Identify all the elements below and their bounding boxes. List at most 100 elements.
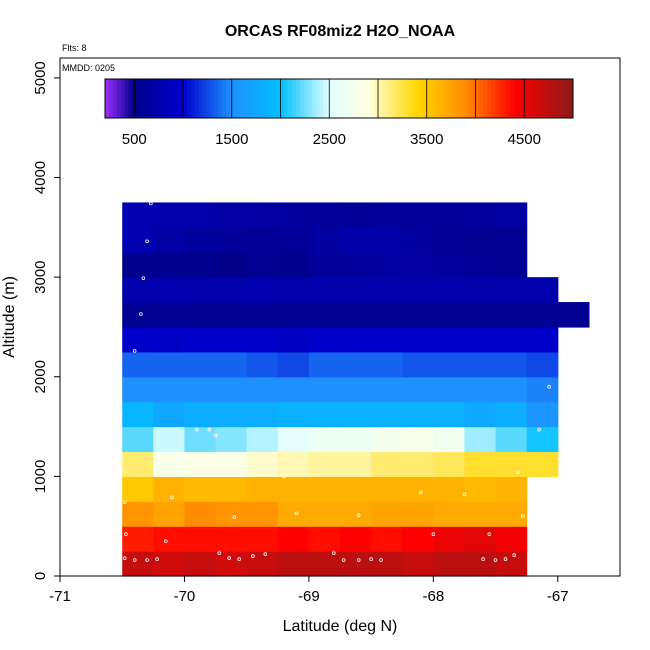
- colorbar-segment: [518, 79, 523, 118]
- sample-point: [493, 558, 498, 562]
- heatmap-cell: [433, 501, 466, 527]
- colorbar-segment: [366, 79, 371, 118]
- sample-point: [585, 207, 590, 212]
- heatmap-cell: [308, 202, 341, 228]
- heatmap-cell: [402, 351, 434, 378]
- heatmap-cell: [371, 551, 403, 577]
- heatmap-cell: [495, 451, 528, 477]
- heatmap-cell: [246, 451, 279, 477]
- heatmap-cell: [464, 302, 497, 328]
- heatmap-cell: [122, 401, 154, 428]
- colorbar-segment: [498, 79, 504, 118]
- colorbar-segment: [385, 79, 391, 118]
- heatmap-cell: [340, 526, 372, 552]
- sample-point: [141, 276, 146, 280]
- heatmap-cell: [246, 277, 279, 303]
- heatmap-cell: [495, 401, 528, 428]
- colorbar-segment: [214, 79, 219, 118]
- heatmap-cell: [277, 451, 310, 477]
- heatmap-cell: [433, 326, 466, 353]
- y-axis-label: Altitude (m): [1, 276, 18, 358]
- heatmap-cell: [184, 202, 217, 228]
- colorbar-segment: [105, 79, 110, 118]
- heatmap-cell: [277, 426, 310, 453]
- colorbar-segment: [339, 79, 344, 118]
- sample-point: [503, 557, 508, 561]
- colorbar-segment: [479, 79, 484, 118]
- heatmap-cell: [246, 476, 279, 502]
- sample-point: [331, 427, 336, 432]
- heatmap-cell: [308, 326, 341, 353]
- heatmap-cell: [277, 252, 310, 278]
- colorbar-segment: [303, 79, 309, 118]
- heatmap-cell: [526, 326, 559, 353]
- heatmap-cell: [526, 401, 559, 428]
- sample-point: [406, 428, 411, 433]
- colorbar-segment: [210, 79, 215, 118]
- heatmap-cell: [433, 252, 466, 278]
- colorbar-segment: [335, 79, 340, 118]
- colorbar-segment: [300, 79, 305, 118]
- heatmap-cell: [340, 376, 372, 403]
- colorbar-segment: [491, 79, 496, 118]
- y-tick-label: 4000: [32, 161, 49, 194]
- colorbar-segment: [108, 79, 114, 118]
- heatmap-cell: [246, 426, 279, 453]
- heatmap-cell: [122, 501, 154, 527]
- sample-point: [431, 532, 436, 536]
- heatmap-cell: [495, 476, 528, 502]
- colorbar-segment: [459, 79, 465, 118]
- heatmap-cell: [215, 476, 248, 502]
- heatmap-cell: [371, 526, 403, 552]
- heatmap-cell: [246, 252, 279, 278]
- heatmap-cell: [402, 501, 434, 527]
- heatmap-cell: [402, 526, 434, 552]
- colorbar-segment: [307, 79, 313, 118]
- colorbar-segment: [456, 79, 461, 118]
- heatmap-cell: [122, 376, 154, 403]
- colorbar-segment: [257, 79, 262, 118]
- heatmap-cell: [122, 302, 154, 328]
- heatmap-cell: [215, 202, 248, 228]
- heatmap-cell: [402, 202, 434, 228]
- colorbar-segment: [276, 79, 281, 118]
- colorbar-segment: [222, 79, 227, 118]
- heatmap-cell: [402, 277, 434, 303]
- sample-point: [122, 500, 127, 505]
- heatmap-cell: [184, 277, 217, 303]
- colorbar-segment: [268, 79, 274, 118]
- heatmap-cell: [308, 351, 341, 378]
- heatmap-cell: [246, 501, 279, 527]
- colorbar-segment: [483, 79, 488, 118]
- heatmap-cell: [277, 401, 310, 428]
- heatmap-cell: [371, 326, 403, 353]
- colorbar-segment: [420, 79, 426, 118]
- colorbar-segment: [194, 79, 200, 118]
- heatmap-cell: [526, 277, 559, 303]
- sample-point: [319, 429, 324, 434]
- heatmap-cell: [433, 526, 466, 552]
- heatmap-cell: [246, 376, 279, 403]
- colorbar-segment: [378, 79, 383, 118]
- colorbar-segment: [502, 79, 508, 118]
- heatmap-cell: [340, 302, 372, 328]
- heatmap-cell: [433, 227, 466, 253]
- sample-point: [462, 492, 467, 497]
- colorbar-segment: [288, 79, 293, 118]
- heatmap-cell: [526, 426, 559, 453]
- colorbar-segment: [358, 79, 363, 118]
- colorbar-segment: [440, 79, 445, 118]
- colorbar-segment: [487, 79, 492, 118]
- y-tick-label: 5000: [32, 61, 49, 94]
- sample-point: [512, 553, 517, 557]
- heatmap-cell: [433, 351, 466, 378]
- colorbar-segment: [261, 79, 266, 118]
- heatmap-cell: [464, 551, 497, 577]
- heatmap-cell: [308, 401, 341, 428]
- colorbar-segment: [112, 79, 118, 118]
- colorbar-segment: [206, 79, 211, 118]
- heatmap-cell: [402, 451, 434, 477]
- sample-point: [213, 433, 218, 438]
- heatmap-cell: [153, 202, 186, 228]
- heatmap-cell: [433, 551, 466, 577]
